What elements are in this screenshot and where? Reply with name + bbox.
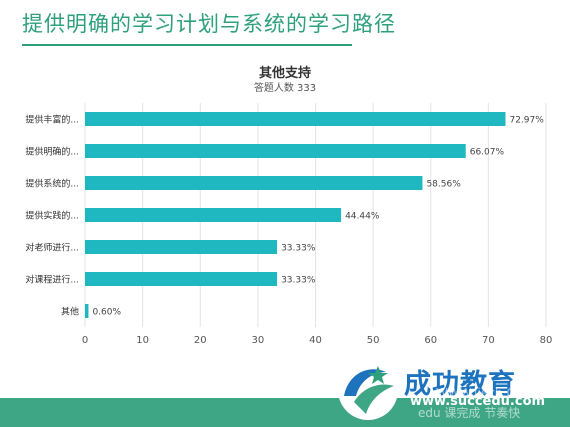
x-tick-label: 60	[424, 335, 437, 346]
footer-band	[0, 398, 570, 427]
value-label: 58.56%	[426, 180, 461, 190]
x-tick-label: 10	[136, 335, 149, 346]
success-education-logo-icon	[338, 360, 398, 420]
category-label: 提供系统的...	[25, 178, 79, 190]
x-tick-label: 40	[309, 335, 322, 346]
bar	[85, 304, 89, 318]
bar	[85, 240, 278, 254]
value-label: 66.07%	[470, 148, 505, 158]
bar	[85, 272, 278, 286]
chart-title: 其他支持	[258, 66, 311, 81]
x-tick-label: 30	[252, 335, 265, 346]
title-underline	[22, 44, 352, 46]
category-label: 其他	[61, 306, 79, 318]
watermark-text-secondary: edu 课完成 节奏快	[418, 406, 521, 420]
x-tick-label: 50	[367, 335, 380, 346]
logo-url: www.succedu.com	[410, 394, 546, 409]
bars	[85, 112, 506, 318]
value-label: 33.33%	[281, 276, 316, 286]
bar	[85, 112, 506, 126]
bar	[85, 144, 466, 158]
slide-title: 提供明确的学习计划与系统的学习路径	[22, 12, 396, 36]
category-label: 对课程进行...	[25, 274, 79, 286]
value-label: 72.97%	[509, 116, 544, 126]
category-label: 提供丰富的...	[25, 114, 79, 126]
category-label: 对老师进行...	[25, 242, 79, 254]
watermark-text: WWW.jiekb.COM 抓娃	[436, 386, 563, 400]
bar	[85, 208, 342, 222]
value-label: 0.60%	[92, 308, 121, 318]
x-tick-label: 0	[82, 335, 88, 346]
category-label: 提供实践的...	[25, 210, 79, 222]
logo-text: 成功教育	[404, 369, 516, 400]
x-tick-label: 70	[482, 335, 495, 346]
x-tick-label: 20	[194, 335, 207, 346]
value-label: 44.44%	[345, 212, 380, 222]
bar	[85, 176, 423, 190]
value-label: 33.33%	[281, 244, 316, 254]
labels: 0 10 20 30 40 50 60 70 80 提供丰富的... 72.97% 提供明确的... 6…	[25, 114, 552, 347]
x-tick-label: 80	[540, 335, 553, 346]
chart-subtitle: 答题人数 333	[253, 83, 317, 94]
category-label: 提供明确的...	[25, 146, 79, 158]
bar-chart: 0 10 20 30 40 50 60 70 80 提供丰富的... 72.97% 提供明确的... 6…	[25, 103, 552, 347]
